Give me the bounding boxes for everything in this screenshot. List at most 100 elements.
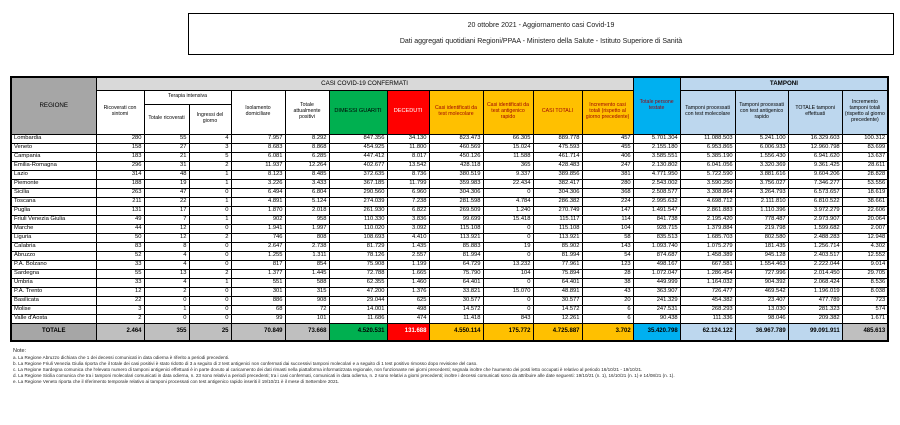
totale-cell-casi-antigenico: 175.772 <box>482 322 534 341</box>
cell-incremento-tamponi: 28.828 <box>841 169 889 180</box>
cell-incremento-tamponi: 574 <box>841 304 889 315</box>
report-header: 20 ottobre 2021 - Aggiornamento casi Cov… <box>188 13 894 55</box>
cell-ti-ingressi: 1 <box>188 214 232 225</box>
cell-ti-totale: 4 <box>143 259 190 270</box>
cell-casi-molecolare: 64.401 <box>428 277 484 288</box>
totale-cell-tamponi-antigenico: 36.967.789 <box>734 322 789 341</box>
cell-persone-testate: 1.093.740 <box>632 241 681 252</box>
cell-dimessi-guariti: 62.355 <box>328 277 388 288</box>
cell-casi-totali: 12.261 <box>532 313 583 324</box>
cell-dimessi-guariti: 81.729 <box>328 241 388 252</box>
totale-cell-dimessi-guariti: 4.520.531 <box>328 322 388 341</box>
cell-casi-totali: 85.902 <box>532 241 583 252</box>
cell-casi-totali: 115.117 <box>532 214 583 225</box>
cell-ricoverati: 12 <box>95 286 145 297</box>
cell-casi-antigenico: 13.232 <box>482 259 534 270</box>
cell-incremento-casi: 147 <box>581 205 634 216</box>
cell-casi-molecolare: 450.126 <box>428 151 484 162</box>
column-header-casi-totali: CASI TOTALI <box>532 89 583 135</box>
cell-attualmente-positivi: 6.285 <box>284 151 330 162</box>
cell-casi-totali: 81.994 <box>532 250 583 261</box>
column-header-isolamento: Isolamento domiciliare <box>230 89 286 135</box>
cell-casi-molecolare: 99.699 <box>428 214 484 225</box>
cell-tamponi-totale: 477.789 <box>787 295 843 306</box>
cell-attualmente-positivi: 1.445 <box>284 268 330 279</box>
cell-attualmente-positivi: 101 <box>284 313 330 324</box>
cell-tamponi-molecolare: 1.379.884 <box>679 223 736 234</box>
cell-ti-ingressi: 4 <box>188 133 232 144</box>
cell-ti-ingressi: 1 <box>188 178 232 189</box>
totale-cell-casi-molecolare: 4.550.114 <box>428 322 484 341</box>
cell-tamponi-molecolare: 6.041.056 <box>679 160 736 171</box>
cell-casi-molecolare: 113.921 <box>428 232 484 243</box>
cell-ti-totale: 8 <box>143 241 190 252</box>
totale-cell-incremento-tamponi: 485.613 <box>841 322 889 341</box>
cell-incremento-tamponi: 28.611 <box>841 160 889 171</box>
cell-casi-totali: 286.382 <box>532 196 583 207</box>
cell-deceduti: 11.800 <box>386 142 430 153</box>
cell-casi-molecolare: 33.821 <box>428 286 484 297</box>
cell-ti-totale: 48 <box>143 169 190 180</box>
cell-ti-ingressi: 0 <box>188 187 232 198</box>
cell-ricoverati: 296 <box>95 160 145 171</box>
totale-cell-tamponi-totale: 99.091.911 <box>787 322 843 341</box>
cell-tamponi-totale: 9.361.425 <box>787 160 843 171</box>
cell-casi-antigenico: 15.024 <box>482 142 534 153</box>
totale-cell-ti-ingressi: 25 <box>188 322 232 341</box>
cell-casi-molecolare: 14.572 <box>428 304 484 315</box>
region-name: Campania <box>10 151 97 162</box>
cell-ti-ingressi: 0 <box>188 313 232 324</box>
column-header-deceduti: DECEDUTI <box>386 89 430 135</box>
cell-tamponi-totale: 1.256.714 <box>787 241 843 252</box>
cell-persone-testate: 2.995.632 <box>632 196 681 207</box>
note-line: b. La Regione Friuli Venezia Giulia ripo… <box>13 361 478 366</box>
cell-persone-testate: 841.738 <box>632 214 681 225</box>
totale-label: TOTALE <box>10 322 97 341</box>
cell-isolamento: 1.870 <box>230 205 286 216</box>
cell-casi-antigenico: 11.588 <box>482 151 534 162</box>
cell-tamponi-antigenico: 6.006.933 <box>734 142 789 153</box>
cell-isolamento: 551 <box>230 277 286 288</box>
region-name: Valle d'Aosta <box>10 313 97 324</box>
cell-ti-totale: 55 <box>143 133 190 144</box>
cell-tamponi-totale: 209.382 <box>787 313 843 324</box>
cell-casi-totali: 304.306 <box>532 187 583 198</box>
cell-tamponi-molecolare: 1.685.703 <box>679 232 736 243</box>
cell-attualmente-positivi: 908 <box>284 295 330 306</box>
column-header-tamponi-molecolare: Tamponi processati con test molecolare <box>679 89 736 135</box>
region-name: Umbria <box>10 277 97 288</box>
column-header-regione: REGIONE <box>10 76 97 135</box>
cell-tamponi-antigenico: 778.487 <box>734 214 789 225</box>
cell-deceduti: 474 <box>386 313 430 324</box>
cell-casi-totali: 428.483 <box>532 160 583 171</box>
note-line: e. La Regione Veneto riporta che il rife… <box>13 379 340 384</box>
cell-casi-antigenico: 22.434 <box>482 178 534 189</box>
cell-tamponi-totale: 7.346.277 <box>787 178 843 189</box>
cell-isolamento: 1.377 <box>230 268 286 279</box>
cell-attualmente-positivi: 72 <box>284 304 330 315</box>
table-row: Lombardia 280 55 4 7.957 8.292 847.356 34.130 82… <box>10 133 889 144</box>
cell-ricoverati: 52 <box>95 250 145 261</box>
cell-casi-antigenico: 66.305 <box>482 133 534 144</box>
cell-casi-totali: 75.894 <box>532 268 583 279</box>
cell-deceduti: 498 <box>386 304 430 315</box>
cell-deceduti: 1.665 <box>386 268 430 279</box>
cell-ricoverati: 55 <box>95 268 145 279</box>
region-name: Marche <box>10 223 97 234</box>
table-row: Puglia 131 17 0 1.870 2.018 261.930 6.822 269.50… <box>10 205 889 216</box>
cell-persone-testate: 2.508.577 <box>632 187 681 198</box>
cell-ti-totale: 17 <box>143 205 190 216</box>
cell-ti-totale: 19 <box>143 178 190 189</box>
cell-ti-ingressi: 0 <box>188 241 232 252</box>
cell-incremento-casi: 28 <box>581 268 634 279</box>
totale-cell-isolamento: 70.849 <box>230 322 286 341</box>
cell-casi-antigenico: 0 <box>482 277 534 288</box>
cell-ricoverati: 33 <box>95 259 145 270</box>
cell-isolamento: 3.226 <box>230 178 286 189</box>
cell-tamponi-molecolare: 1.075.279 <box>679 241 736 252</box>
cell-incremento-casi: 224 <box>581 196 634 207</box>
cell-incremento-casi: 104 <box>581 223 634 234</box>
cell-ti-ingressi: 1 <box>188 277 232 288</box>
totale-cell-persone-testate: 35.420.798 <box>632 322 681 341</box>
cell-tamponi-antigenico: 219.798 <box>734 223 789 234</box>
